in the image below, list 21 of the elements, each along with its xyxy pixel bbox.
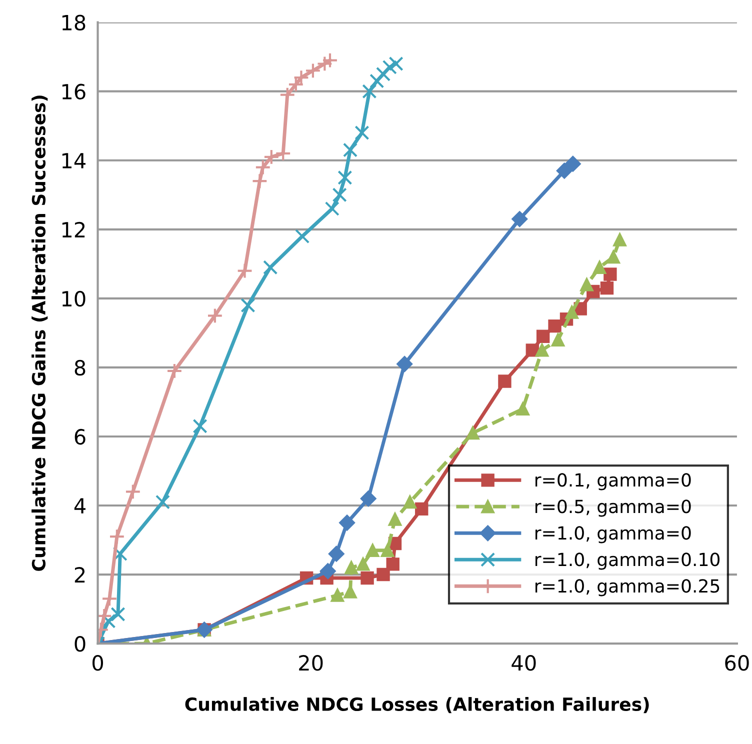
y-tick-label: 4	[74, 498, 86, 514]
legend-label: r=1.0, gamma=0.10	[536, 552, 720, 570]
y-tick-label: 6	[74, 428, 86, 445]
y-tick-label: 18	[62, 14, 86, 31]
legend-label: r=0.1, gamma=0	[536, 473, 691, 490]
legend-label: r=1.0, gamma=0	[536, 526, 691, 544]
x-axis-title: Cumulative NDCG Losses (Alteration Failures)	[185, 697, 649, 714]
legend-label: r=1.0, gamma=0.25	[536, 579, 720, 596]
y-axis-title: Cumulative NDCG Gains (Alteration Successes)	[32, 96, 48, 571]
y-tick-label: 2	[74, 566, 85, 582]
y-tick-label: 8	[74, 360, 86, 376]
x-tick-label: 60	[725, 655, 749, 671]
x-tick-label: 0	[92, 655, 104, 671]
y-tick-label: 0	[74, 636, 86, 652]
y-tick-label: 16	[62, 84, 86, 100]
y-tick-label: 12	[62, 222, 85, 238]
y-tick-label: 14	[62, 153, 86, 168]
y-tick-label: 10	[62, 290, 86, 307]
x-tick-label: 20	[299, 655, 323, 671]
x-tick-label: 40	[512, 655, 536, 671]
legend-label: r=0.5, gamma=0	[536, 500, 691, 517]
